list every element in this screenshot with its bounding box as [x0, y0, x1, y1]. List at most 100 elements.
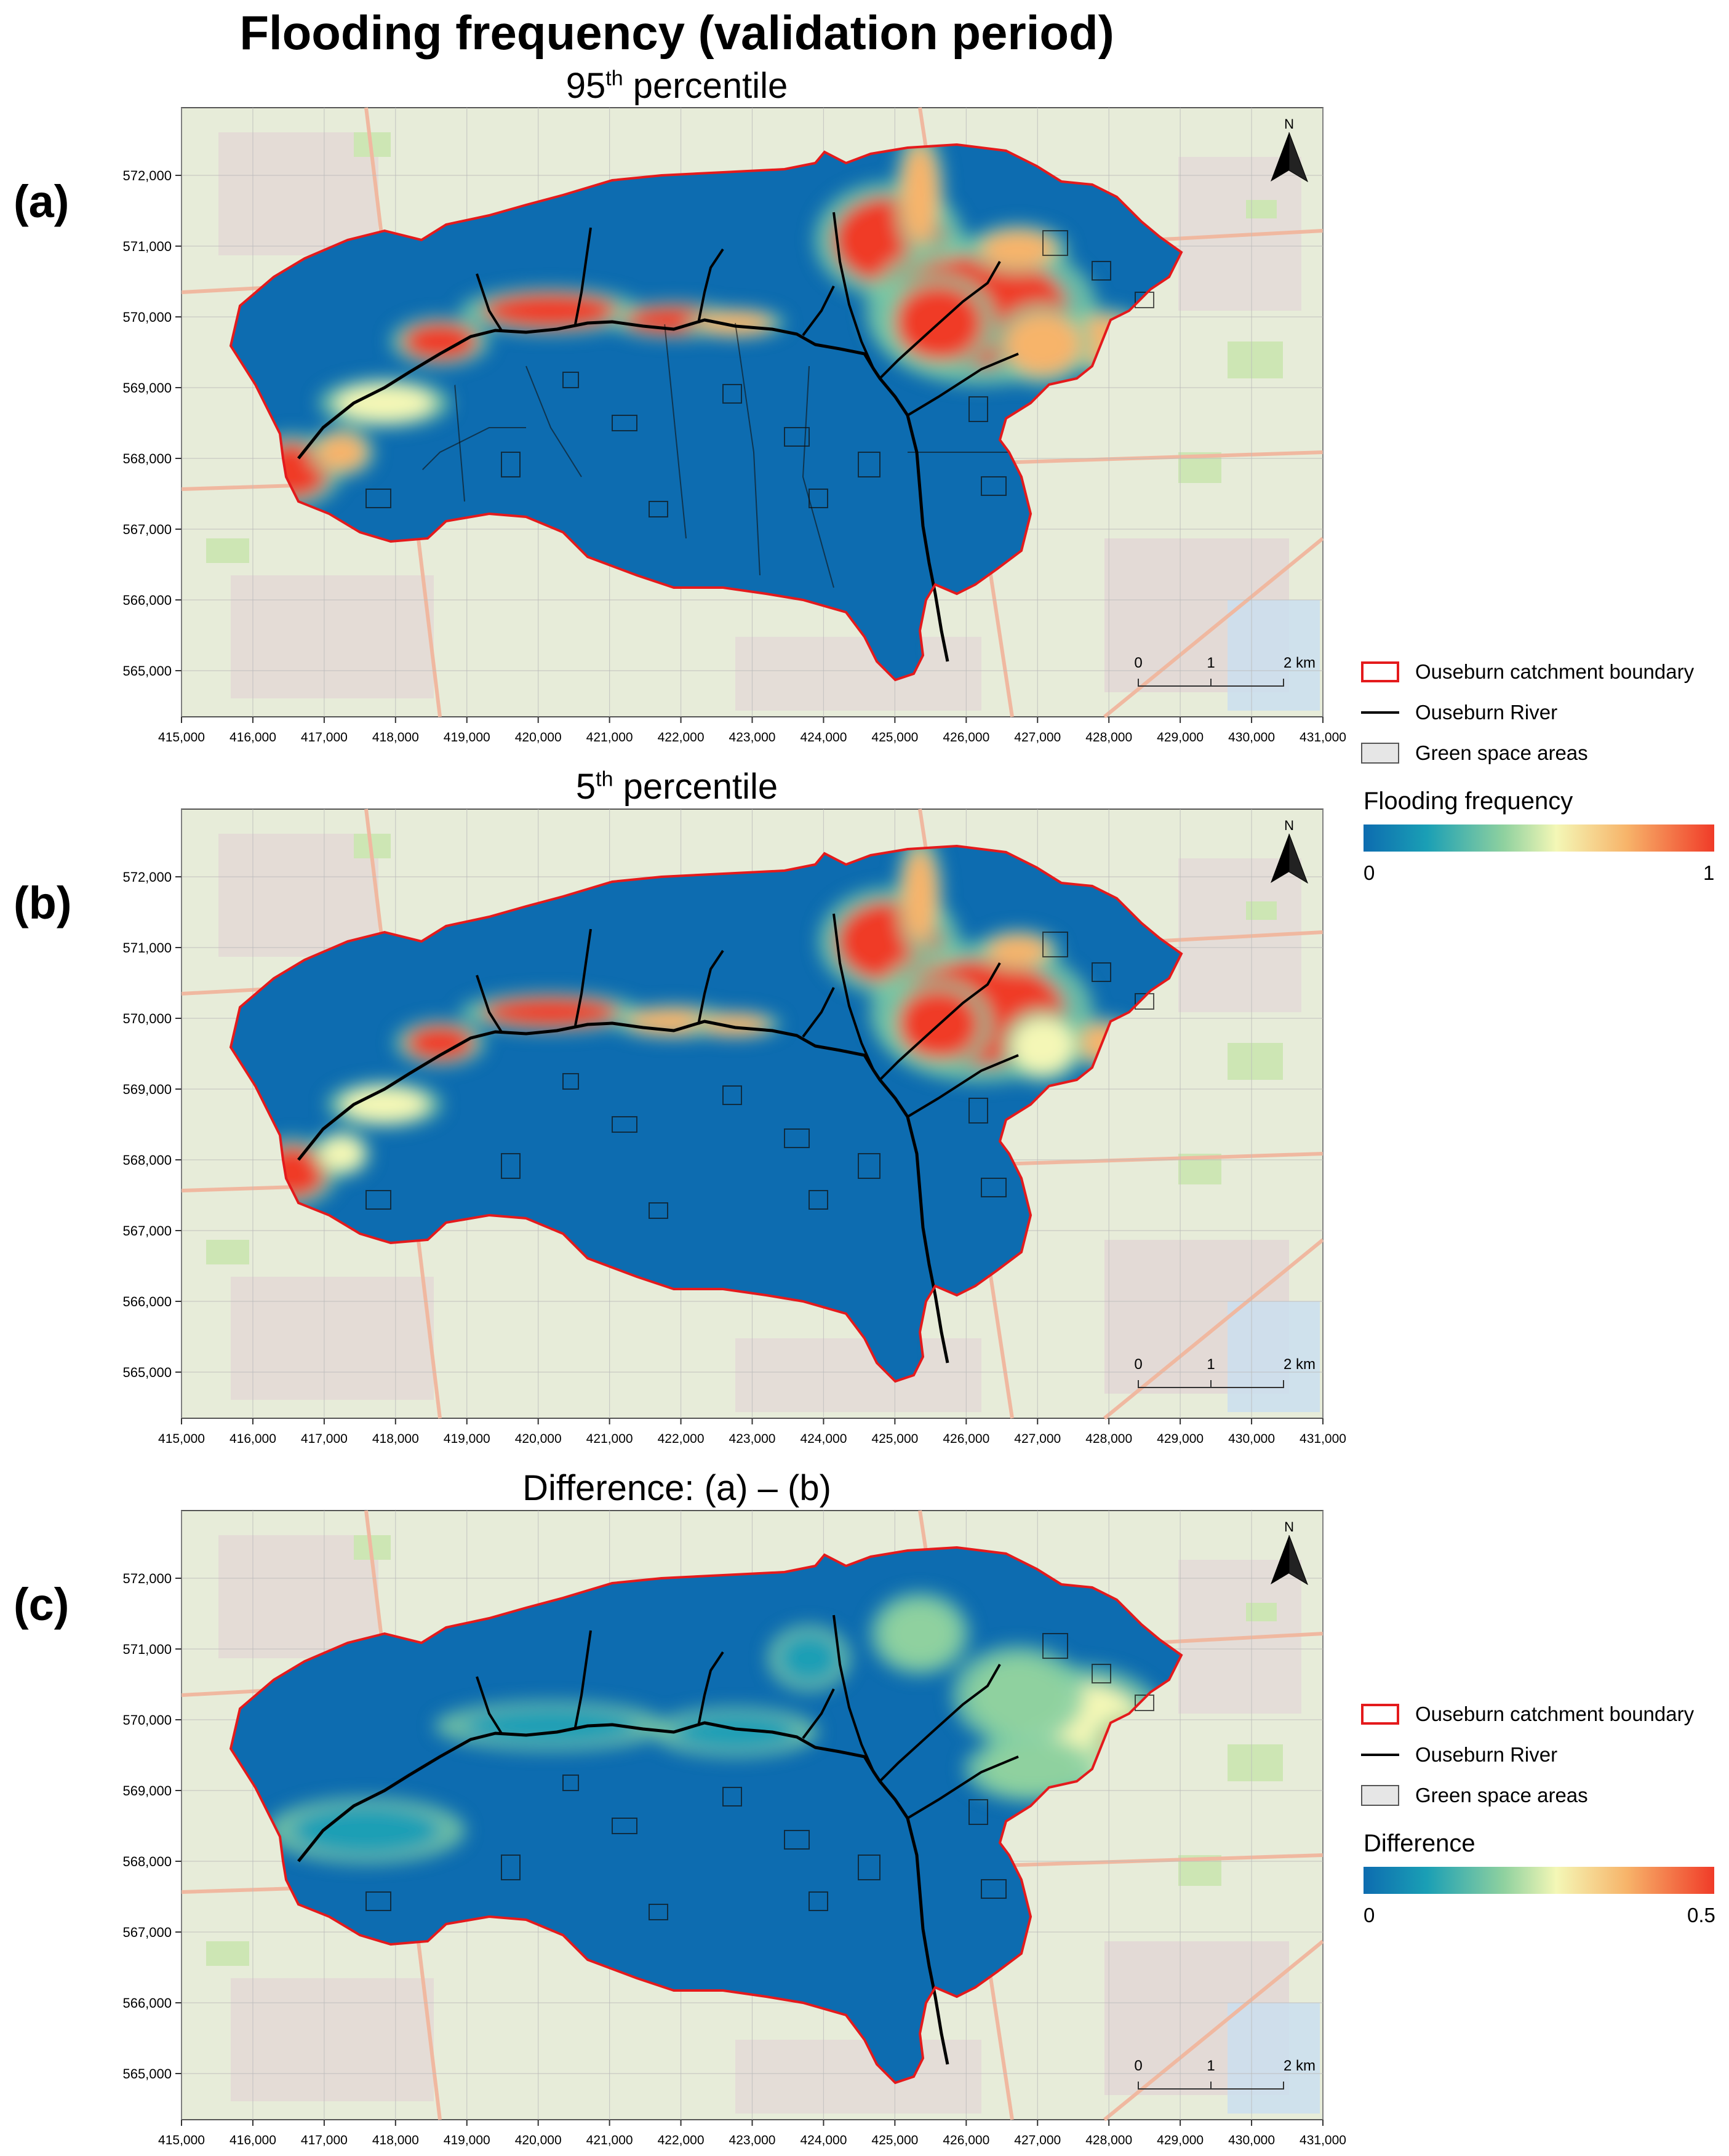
- river-tributary: [906, 1755, 1019, 1819]
- boundary-swatch: [1361, 661, 1399, 682]
- x-tick-label: 430,000: [1228, 2133, 1275, 2147]
- y-tick-label: 567,000: [122, 1223, 172, 1239]
- x-tick-label: 428,000: [1085, 730, 1132, 745]
- green-space-area: [612, 1116, 637, 1133]
- basemap-road: [1103, 1238, 1324, 1420]
- legend-item-green: Green space areas: [1361, 740, 1588, 767]
- y-tick-label: 567,000: [122, 522, 172, 537]
- basemap-park: [1228, 1043, 1283, 1080]
- scale-bar-line: [1138, 679, 1284, 687]
- river-main-channel: [297, 1721, 949, 2065]
- y-tick-label: 569,000: [122, 380, 172, 396]
- x-tick-label: 421,000: [586, 2133, 633, 2147]
- x-tick-label: 418,000: [372, 1432, 419, 1446]
- panel-a-label: (a): [14, 176, 70, 227]
- legend-item-green: Green space areas: [1361, 1782, 1588, 1809]
- green-space-area: [1042, 932, 1068, 957]
- x-tick-label: 429,000: [1157, 730, 1204, 745]
- x-tick-label: 430,000: [1228, 1432, 1275, 1446]
- green-space-area: [784, 427, 810, 447]
- north-arrow-left: [1271, 834, 1289, 883]
- y-tick-label: 568,000: [122, 1854, 172, 1869]
- catchment-boundary: [229, 1546, 1183, 2085]
- x-tick-label: 420,000: [515, 2133, 562, 2147]
- x-tick-label: 415,000: [158, 2133, 205, 2147]
- y-tick-label: 565,000: [122, 663, 172, 679]
- x-tick-label: 421,000: [586, 1432, 633, 1446]
- x-tick-label: 422,000: [658, 1432, 705, 1446]
- y-tick-label: 566,000: [122, 1294, 172, 1309]
- x-tick-label: 424,000: [800, 730, 847, 745]
- panel-b-subtitle: 5th percentile: [575, 767, 778, 807]
- green-space-area: [365, 1190, 391, 1210]
- x-tick-label: 425,000: [871, 1432, 918, 1446]
- y-tick-label: 565,000: [122, 2066, 172, 2082]
- green-space-area: [562, 372, 579, 388]
- green-space-area: [981, 1178, 1007, 1197]
- river-tributary: [906, 353, 1019, 417]
- basemap-urban-area: [735, 637, 981, 711]
- ouseburn-river: [297, 1615, 1019, 2065]
- x-tick-label: 427,000: [1014, 730, 1061, 745]
- green-space-area: [501, 1153, 521, 1179]
- legend-ramp-min: 0: [1364, 1904, 1375, 1926]
- boundary-swatch: [1361, 1704, 1399, 1725]
- x-tick-label: 419,000: [444, 1432, 490, 1446]
- basemap-park: [206, 1941, 249, 1966]
- river-tributary: [476, 273, 503, 332]
- raster-hotspot: [981, 231, 1055, 268]
- map-content-b: N 0 1 2 km 415,000 416,000 417,000 418,000 419,0…: [122, 808, 1346, 1446]
- legend-color-ramp: [1364, 1867, 1714, 1894]
- catchment-boundary: [229, 844, 1183, 1383]
- river-tributary: [879, 1664, 1001, 1783]
- raster-hotspot: [406, 1026, 474, 1060]
- x-tick-label: 426,000: [943, 2133, 989, 2147]
- x-tick-label: 424,000: [800, 2133, 847, 2147]
- green-space-area: [968, 396, 988, 422]
- green-space-boundary: [735, 322, 761, 576]
- raster-hotspot: [969, 1658, 1068, 1732]
- x-tick-label: 423,000: [729, 2133, 776, 2147]
- scale-bar: 0 1 2 km: [1134, 655, 1316, 687]
- basemap-urban-area: [231, 1277, 434, 1400]
- green-space-area: [1042, 1633, 1068, 1659]
- y-tick-label: 572,000: [122, 869, 172, 885]
- river-tributary: [833, 212, 875, 370]
- river-tributary: [476, 1676, 503, 1735]
- green-space-area: [1042, 230, 1068, 256]
- legend-ramp-max: 0.5: [1687, 1904, 1715, 1926]
- x-tick-label: 426,000: [943, 1432, 989, 1446]
- x-tick-label: 415,000: [158, 1432, 205, 1446]
- legend-difference: Ouseburn catchment boundary Ouseburn Riv…: [1361, 1701, 1724, 1926]
- map-panel-a: N 0 1 2 km 415,000 416,000 417,000 418,000 419,0…: [122, 107, 1346, 745]
- green-space-area: [649, 1202, 668, 1219]
- y-tick-label: 571,000: [122, 239, 172, 254]
- y-tick-label: 572,000: [122, 1571, 172, 1586]
- raster-hotspot: [988, 935, 1049, 966]
- green-space-area: [784, 1830, 810, 1850]
- panel-a-subtitle: 95th percentile: [565, 66, 788, 106]
- river-tributary: [476, 975, 503, 1033]
- x-tick-label: 419,000: [444, 730, 490, 745]
- green-space-boundary: [802, 365, 834, 588]
- basemap-park: [206, 538, 249, 563]
- green-space-area: [981, 1879, 1007, 1899]
- x-tick-label: 417,000: [301, 2133, 348, 2147]
- river-tributary: [697, 949, 724, 1025]
- scale-bar-label: 1: [1207, 1356, 1215, 1373]
- north-arrow-left: [1271, 132, 1289, 182]
- y-tick-label: 571,000: [122, 940, 172, 956]
- y-tick-label: 570,000: [122, 309, 172, 325]
- x-tick-label: 420,000: [515, 730, 562, 745]
- river-tributary: [697, 248, 724, 324]
- y-tick-label: 567,000: [122, 1925, 172, 1940]
- raster-hotspot: [292, 1806, 440, 1855]
- basemap-park: [1246, 1603, 1277, 1621]
- y-tick-label: 569,000: [122, 1082, 172, 1097]
- raster-hotspot: [317, 434, 366, 471]
- raster-hotspot: [901, 145, 938, 243]
- x-tick-label: 429,000: [1157, 1432, 1204, 1446]
- raster-hotspot: [320, 1136, 363, 1171]
- green-space-area: [1092, 962, 1111, 982]
- green-space-area: [809, 1891, 828, 1911]
